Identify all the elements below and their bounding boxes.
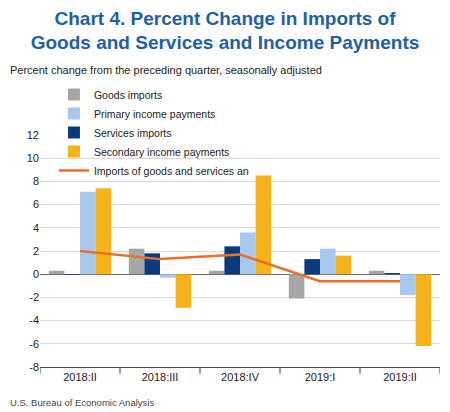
svg-text:10: 10	[27, 152, 39, 164]
svg-text:2: 2	[33, 245, 39, 257]
svg-text:6: 6	[33, 198, 39, 210]
svg-text:Primary income payments: Primary income payments	[94, 108, 215, 120]
svg-text:2018:II: 2018:II	[63, 371, 97, 383]
svg-text:U.S. Bureau of Economic Analys: U.S. Bureau of Economic Analysis	[10, 397, 154, 408]
svg-text:0: 0	[33, 268, 39, 280]
svg-text:-8: -8	[29, 361, 39, 373]
svg-text:Percent change from the preced: Percent change from the preceding quarte…	[10, 64, 322, 76]
svg-text:Goods imports: Goods imports	[94, 89, 162, 101]
svg-text:4: 4	[33, 222, 39, 234]
svg-text:Imports of goods and services: Imports of goods and services and income…	[94, 165, 249, 177]
svg-text:2018:III: 2018:III	[142, 371, 179, 383]
svg-text:2018:IV: 2018:IV	[221, 371, 260, 383]
svg-text:8: 8	[33, 175, 39, 187]
svg-text:Chart 4. Percent Change in Imp: Chart 4. Percent Change in Imports ofGoo…	[31, 8, 420, 54]
svg-text:-2: -2	[29, 291, 39, 303]
svg-text:-4: -4	[29, 314, 39, 326]
svg-text:Services imports: Services imports	[94, 127, 172, 139]
svg-text:12: 12	[27, 129, 39, 141]
svg-text:2019:I: 2019:I	[305, 371, 336, 383]
svg-text:Secondary income payments: Secondary income payments	[94, 146, 229, 158]
svg-text:2019:II: 2019:II	[383, 371, 417, 383]
svg-text:-6: -6	[29, 338, 39, 350]
